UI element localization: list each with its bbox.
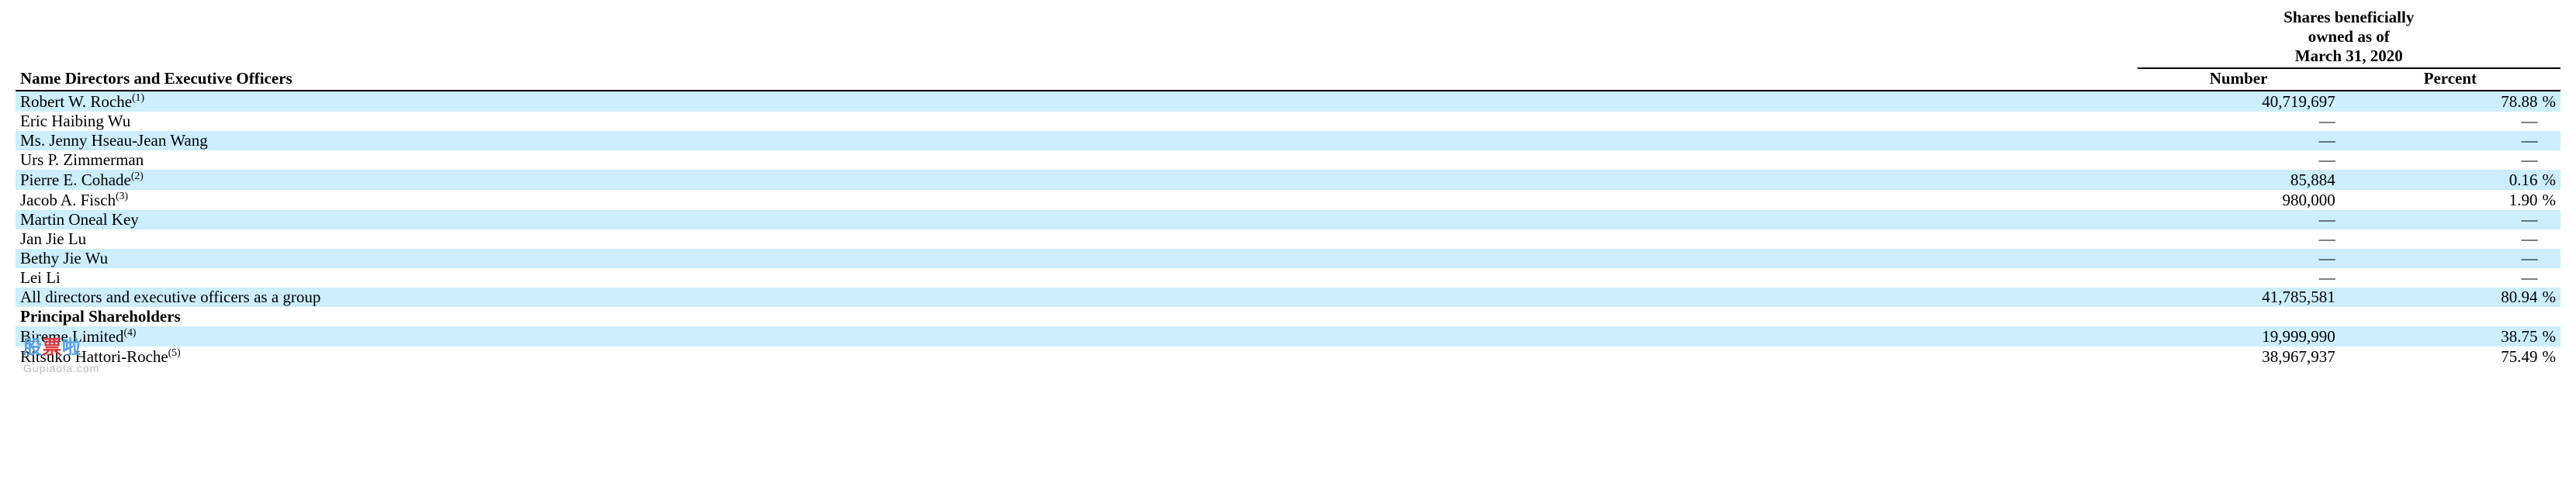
percent-cell: — bbox=[2340, 229, 2543, 249]
table-row: Ms. Jenny Hseau-Jean Wang —— bbox=[16, 131, 2560, 150]
number-cell: — bbox=[2138, 150, 2340, 170]
footnote-superscript: (4) bbox=[124, 326, 137, 338]
footnote-superscript: (1) bbox=[132, 91, 144, 103]
percent-symbol-cell bbox=[2543, 210, 2561, 229]
name-text: Martin Oneal Key bbox=[20, 210, 139, 229]
name-cell: All directors and executive officers as … bbox=[16, 288, 2138, 307]
percent-symbol-cell bbox=[2543, 249, 2561, 268]
percent-cell: — bbox=[2340, 249, 2543, 268]
number-cell: 40,719,697 bbox=[2138, 91, 2340, 112]
number-cell: — bbox=[2138, 229, 2340, 249]
name-cell: Robert W. Roche(1) bbox=[16, 91, 2138, 112]
name-text: Lei Li bbox=[20, 268, 61, 287]
table-row: Jan Jie Lu —— bbox=[16, 229, 2560, 249]
watermark-sub: Gupiaola.com bbox=[23, 362, 99, 374]
name-cell: Bireme Limited(4) bbox=[16, 326, 2138, 346]
percent-cell: — bbox=[2340, 150, 2543, 170]
name-cell: Eric Haibing Wu bbox=[16, 112, 2138, 131]
percent-symbol-cell bbox=[2543, 131, 2561, 150]
percent-cell: 1.90 bbox=[2340, 190, 2543, 210]
number-cell: — bbox=[2138, 268, 2340, 288]
header-group-line2: owned as of bbox=[2142, 27, 2556, 47]
table-row: Urs P. Zimmerman —— bbox=[16, 150, 2560, 170]
number-cell: 38,967,937 bbox=[2138, 346, 2340, 367]
number-cell: 41,785,581 bbox=[2138, 288, 2340, 307]
header-group-line3: March 31, 2020 bbox=[2142, 47, 2556, 66]
header-percent-col: Percent bbox=[2340, 68, 2560, 91]
name-cell: Martin Oneal Key bbox=[16, 210, 2138, 229]
header-group-line1: Shares beneficially bbox=[2142, 8, 2556, 27]
name-cell: Urs P. Zimmerman bbox=[16, 150, 2138, 170]
section-title-principal: Principal Shareholders bbox=[16, 307, 2138, 326]
name-text: Bethy Jie Wu bbox=[20, 249, 108, 267]
name-cell: Pierre E. Cohade(2) bbox=[16, 170, 2138, 190]
name-cell: Jan Jie Lu bbox=[16, 229, 2138, 249]
footnote-superscript: (5) bbox=[168, 346, 181, 358]
name-text: Pierre E. Cohade bbox=[20, 171, 131, 189]
name-text: Eric Haibing Wu bbox=[20, 112, 130, 130]
percent-symbol-cell: % bbox=[2543, 170, 2561, 190]
percent-symbol-cell: % bbox=[2543, 288, 2561, 307]
header-group-cell: Shares beneficially owned as of March 31… bbox=[2138, 8, 2560, 68]
name-text: Robert W. Roche bbox=[20, 92, 132, 111]
header-row-cols: Name Directors and Executive Officers Nu… bbox=[16, 68, 2560, 91]
table-row: Martin Oneal Key —— bbox=[16, 210, 2560, 229]
number-cell: — bbox=[2138, 249, 2340, 268]
percent-cell: 75.49 bbox=[2340, 346, 2543, 367]
header-name-col: Name Directors and Executive Officers bbox=[16, 68, 2138, 91]
table-row: Robert W. Roche(1)40,719,69778.88% bbox=[16, 91, 2560, 112]
table-row: Ritsuko Hattori-Roche(5)38,967,93775.49% bbox=[16, 346, 2560, 367]
percent-cell: 0.16 bbox=[2340, 170, 2543, 190]
number-cell: — bbox=[2138, 210, 2340, 229]
percent-symbol-cell bbox=[2543, 268, 2561, 288]
number-cell: — bbox=[2138, 112, 2340, 131]
percent-symbol-cell bbox=[2543, 112, 2561, 131]
number-cell: 980,000 bbox=[2138, 190, 2340, 210]
ownership-table: Shares beneficially owned as of March 31… bbox=[16, 8, 2560, 367]
percent-cell: — bbox=[2340, 210, 2543, 229]
percent-cell: — bbox=[2340, 268, 2543, 288]
footnote-superscript: (2) bbox=[131, 170, 144, 181]
name-cell: Ms. Jenny Hseau-Jean Wang bbox=[16, 131, 2138, 150]
percent-cell: — bbox=[2340, 131, 2543, 150]
number-cell: — bbox=[2138, 131, 2340, 150]
percent-cell: 38.75 bbox=[2340, 326, 2543, 346]
table-row: Bireme Limited(4)19,999,99038.75% bbox=[16, 326, 2560, 346]
name-cell: Lei Li bbox=[16, 268, 2138, 288]
name-text: Urs P. Zimmerman bbox=[20, 150, 144, 169]
table-body-officers: Robert W. Roche(1)40,719,69778.88%Eric H… bbox=[16, 91, 2560, 307]
number-cell: 19,999,990 bbox=[2138, 326, 2340, 346]
table-row: Lei Li —— bbox=[16, 268, 2560, 288]
header-row-group: Shares beneficially owned as of March 31… bbox=[16, 8, 2560, 68]
percent-cell: — bbox=[2340, 112, 2543, 131]
percent-symbol-cell: % bbox=[2543, 190, 2561, 210]
name-cell: Ritsuko Hattori-Roche(5) bbox=[16, 346, 2138, 367]
percent-symbol-cell: % bbox=[2543, 91, 2561, 112]
section-row-principal: Principal Shareholders bbox=[16, 307, 2560, 326]
footnote-superscript: (3) bbox=[116, 190, 128, 202]
percent-symbol-cell bbox=[2543, 150, 2561, 170]
name-text: All directors and executive officers as … bbox=[20, 288, 320, 306]
name-text: Jacob A. Fisch bbox=[20, 191, 116, 209]
percent-cell: 78.88 bbox=[2340, 91, 2543, 112]
table-row: All directors and executive officers as … bbox=[16, 288, 2560, 307]
name-text: Jan Jie Lu bbox=[20, 229, 86, 248]
table-body-shareholders: Bireme Limited(4)19,999,99038.75%Ritsuko… bbox=[16, 326, 2560, 367]
percent-symbol-cell: % bbox=[2543, 326, 2561, 346]
page-container: Shares beneficially owned as of March 31… bbox=[0, 0, 2576, 382]
table-row: Bethy Jie Wu —— bbox=[16, 249, 2560, 268]
name-cell: Bethy Jie Wu bbox=[16, 249, 2138, 268]
name-text: Bireme Limited bbox=[20, 327, 124, 346]
table-row: Eric Haibing Wu —— bbox=[16, 112, 2560, 131]
header-number-col: Number bbox=[2138, 68, 2340, 91]
percent-cell: 80.94 bbox=[2340, 288, 2543, 307]
name-cell: Jacob A. Fisch(3) bbox=[16, 190, 2138, 210]
percent-symbol-cell bbox=[2543, 229, 2561, 249]
percent-symbol-cell: % bbox=[2543, 346, 2561, 367]
table-row: Jacob A. Fisch(3)980,0001.90% bbox=[16, 190, 2560, 210]
number-cell: 85,884 bbox=[2138, 170, 2340, 190]
name-text: Ms. Jenny Hseau-Jean Wang bbox=[20, 131, 208, 150]
table-row: Pierre E. Cohade(2)85,8840.16% bbox=[16, 170, 2560, 190]
